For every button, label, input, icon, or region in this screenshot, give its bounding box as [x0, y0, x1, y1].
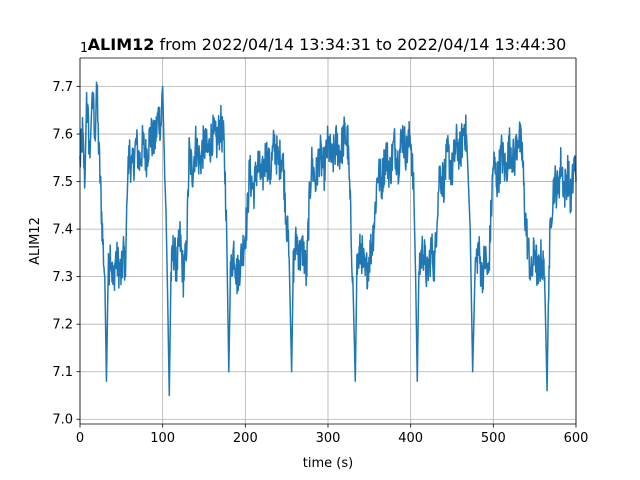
chart-title-rest: from 2022/04/14 13:34:31 to 2022/04/14 1… [154, 35, 566, 54]
chart-title-bold: ALIM12 [88, 35, 155, 54]
x-tick-label: 0 [76, 431, 84, 446]
title-backing [86, 37, 568, 53]
y-tick-label: 7.5 [52, 175, 73, 190]
x-tick-label: 100 [150, 431, 175, 446]
y-axis-label: ALIM12 [28, 217, 43, 265]
x-axis-label: time (s) [303, 456, 353, 471]
x-tick-label: 200 [233, 431, 258, 446]
x-tick-label: 300 [316, 431, 341, 446]
y-tick-label: 7.3 [52, 270, 73, 285]
y-tick-label: 7.7 [52, 80, 73, 95]
series-line [79, 81, 577, 397]
plot-area: 0 100 200 300 400 500 600 7.0 7.1 7.2 7.3 7.4 7.5 7.6… [28, 35, 588, 471]
chart-title: ALIM12 from 2022/04/14 13:34:31 to 2022/… [88, 35, 567, 54]
y-tick-label: 7.0 [52, 413, 73, 428]
y-tick-label: 7.4 [52, 223, 73, 238]
y-tick-label: 7.2 [52, 318, 73, 333]
x-tick-label: 500 [481, 431, 506, 446]
y-tick-label: 7.6 [52, 128, 73, 143]
x-tick-label: 400 [398, 431, 423, 446]
x-tick-label: 600 [564, 431, 589, 446]
y-tick-label: 7.1 [52, 365, 73, 380]
